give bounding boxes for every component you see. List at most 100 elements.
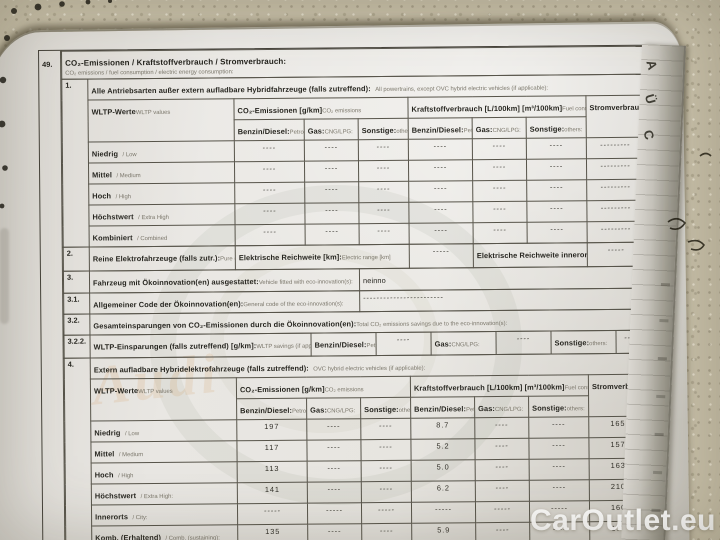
fold-letter: Ü: [641, 92, 659, 106]
col-header-others: Sonstige:others:: [528, 395, 589, 418]
value-cell: ----: [526, 179, 587, 202]
section-3-2-2-label: WLTP-Einsparungen (falls zutreffend) [g/…: [89, 333, 312, 359]
value-cell: ----: [304, 181, 359, 204]
value-cell: ----: [358, 139, 409, 161]
value-cell: -----: [411, 501, 476, 524]
section-3-number: 3.: [63, 271, 90, 294]
bd-de: Benzin/Diesel:: [414, 404, 467, 414]
value-cell: 8.7: [410, 417, 475, 440]
value-cell: ----: [474, 417, 529, 439]
value-cell: ----: [307, 481, 362, 504]
value-cell: ----: [475, 480, 530, 502]
value-cell: ----: [360, 439, 412, 461]
value-cell: 6.2: [411, 480, 476, 503]
gas-de: Gas:: [310, 405, 328, 415]
value-cell: ----: [359, 223, 410, 245]
row-label: Hoch / High: [91, 461, 238, 485]
bd-en: Petrol/Diesel:: [366, 342, 377, 350]
gas-de: Gas:: [434, 339, 452, 349]
sonst-de: Sonstige:: [532, 403, 567, 413]
electric-range-value: -----: [409, 243, 474, 269]
value-cell: 135: [237, 524, 308, 540]
value-cell: ----: [234, 161, 305, 183]
value-cell: ----: [409, 222, 474, 245]
value-cell: ----: [361, 481, 412, 503]
watermark-caroutlet: CarOutlet.eu: [529, 504, 716, 537]
row-label: Kombiniert / Combined: [89, 224, 236, 248]
value-cell: -----: [237, 503, 308, 525]
value-cell: ----: [475, 522, 530, 540]
section-2-label-en: Pure electric vehicles (if applicable):: [220, 256, 235, 263]
value-cell: ----: [408, 138, 473, 161]
section-4-title-de: Extern aufladbare Hybridelektrofahrzeuge…: [93, 363, 309, 375]
savings-petrol-diesel-value: ----: [375, 332, 432, 356]
value-cell: ----: [472, 180, 527, 202]
sonst-de: Sonstige:: [361, 125, 397, 136]
sonst-en: others:: [398, 407, 411, 414]
section-3-1-label-en: General code of the eco-innovation(s):: [243, 301, 344, 309]
gas-de: Gas:: [307, 126, 325, 136]
section-1-title-en: All powertrains, except OVC hybrid elect…: [375, 85, 549, 94]
fuel-de: Kraftstoffverbrauch [L/100km] [m³/100km]: [411, 103, 563, 114]
value-cell: ----: [305, 223, 360, 246]
gas-en: CNG/LPG:: [494, 406, 524, 414]
strom-de: Stromverbrauch [Wh/km]: [589, 102, 645, 113]
col-header-gas: Gas:CNG/LPG:: [304, 118, 359, 141]
range-de: Elektrische Reichweite [km]:: [238, 252, 342, 263]
value-cell: ----: [360, 418, 411, 440]
section-3-2-2-number: 3.2.2.: [63, 335, 91, 359]
value-cell: ----: [235, 224, 306, 246]
value-cell: ----: [529, 479, 590, 502]
section-3-1-label: Allgemeiner Code der Ökoinnovation(en):G…: [89, 290, 360, 315]
value-cell: ----: [307, 460, 362, 483]
sonst-en: others:: [566, 406, 585, 413]
section-1-all-powertrains-table: 1. Alle Antriebsarten außer extern aufla…: [61, 74, 646, 248]
section-2-label-de: Reine Elektrofahrzeuge (falls zutr.):: [92, 253, 221, 264]
section-3-value: neinno: [359, 266, 646, 291]
gas-en: CNG/LPG:: [451, 342, 480, 349]
row-label: Mittel / Medium: [90, 440, 238, 464]
col-header-gas: Gas:CNG/LPG:: [306, 397, 361, 420]
section-3-1-label-de: Allgemeiner Code der Ökoinnovation(en):: [93, 299, 244, 310]
row-label: Hoch / High: [88, 182, 235, 206]
col-header-wltp: WLTP-WerteWLTP values: [87, 98, 235, 143]
bd-de: Benzin/Diesel:: [237, 126, 290, 137]
electric-range-city-label: Elektrische Reichweite innerorts [km]:El…: [473, 242, 588, 268]
savings-gas-header: Gas:CNG/LPG:: [430, 331, 497, 356]
value-cell: 141: [237, 482, 308, 504]
co2-en: CO₂ emissions: [322, 108, 362, 115]
bd-en: Petrol/Diesel:: [466, 406, 475, 414]
value-cell: 5.0: [411, 459, 476, 482]
value-cell: -----: [475, 501, 530, 523]
row-label: Höchstwert / Extra High:: [91, 482, 238, 506]
value-cell: ----: [472, 138, 527, 160]
row-label: Mittel / Medium: [88, 161, 235, 185]
col-header-co2: CO₂-Emissionen [g/km]CO₂ emissions: [236, 376, 411, 399]
row-label: Niedrig / Low: [90, 419, 237, 443]
fold-letter: A: [643, 58, 661, 72]
section-3-2-2-label-en: WLTP savings (if applicable) [g/km]:: [256, 343, 312, 351]
value-cell: ----: [234, 203, 306, 225]
value-cell: ----: [307, 523, 362, 540]
value-cell: ----: [529, 458, 590, 481]
section-3-2-number: 3.2.: [63, 314, 90, 336]
value-cell: ----: [306, 418, 361, 441]
value-cell: ----: [358, 160, 409, 182]
section-3-2-label-en: Total CO₂ emissions savings due to the e…: [356, 320, 508, 329]
value-cell: -----: [361, 502, 412, 524]
savings-petrol-diesel-header: Benzin/Diesel:Petrol/Diesel:: [310, 332, 377, 357]
co2-de: CO₂-Emissionen [g/km]: [237, 105, 323, 116]
wltp-de: WLTP-Werte: [91, 107, 136, 117]
value-cell: ----: [472, 201, 528, 223]
value-cell: 197: [236, 419, 307, 441]
section-3-label: Fahrzeug mit Ökoinnovation(en) ausgestat…: [89, 268, 360, 294]
section-3-value-de: nein: [362, 276, 378, 286]
wltp-en: WLTP values: [135, 109, 171, 117]
savings-others-header: Sonstige:others:: [550, 330, 617, 355]
col-header-petrol-diesel: Benzin/Diesel:Petrol/Diesel:: [234, 119, 305, 141]
value-cell: ----: [306, 439, 362, 462]
section-4-title-en: OVC hybrid electric vehicles (if applica…: [313, 365, 426, 373]
value-cell: ----: [474, 438, 530, 460]
section-2-label: Reine Elektrofahrzeuge (falls zutr.):Pur…: [89, 245, 236, 272]
